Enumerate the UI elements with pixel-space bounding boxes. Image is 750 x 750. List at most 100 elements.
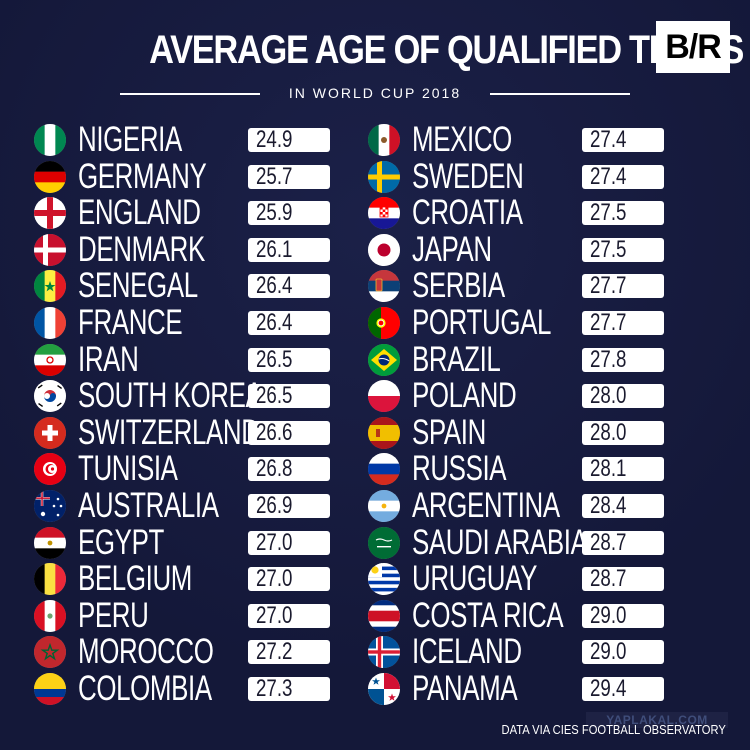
team-row: SWEDEN 27.4 xyxy=(368,157,698,194)
uruguay-flag-icon xyxy=(368,563,400,596)
age-value-box: 26.4 xyxy=(248,274,330,299)
age-value-box: 27.0 xyxy=(248,565,330,593)
age-value-box: 28.1 xyxy=(582,455,664,483)
age-value-box: 28.0 xyxy=(582,418,664,446)
age-value-box: 25.7 xyxy=(248,164,330,189)
team-row: TUNISIA 26.8 xyxy=(34,449,364,489)
team-name: PERU xyxy=(78,595,149,635)
average-age-value: 28.0 xyxy=(590,418,627,446)
iran-flag-icon xyxy=(34,343,66,376)
team-name: SENEGAL xyxy=(78,266,198,306)
average-age-value: 27.7 xyxy=(590,308,627,336)
age-value-box: 27.7 xyxy=(582,272,664,300)
tunisia-flag-icon xyxy=(34,453,66,486)
average-age-value: 28.7 xyxy=(590,528,627,556)
team-name: MOROCCO xyxy=(78,632,214,672)
age-value-box: 27.5 xyxy=(582,201,664,226)
age-value-box: 26.5 xyxy=(248,384,330,409)
team-column-left: NIGERIA 24.9 GERMANY 25.7 ENGLAND 25.9 DENMARK… xyxy=(34,120,364,706)
age-value-box: 27.2 xyxy=(248,640,330,665)
team-name: BRAZIL xyxy=(412,339,501,379)
egypt-flag-icon xyxy=(34,526,66,559)
age-value-box: 26.5 xyxy=(248,347,330,372)
team-row: PORTUGAL 27.7 xyxy=(368,303,698,340)
age-value-box: 26.4 xyxy=(248,308,330,336)
team-row: BRAZIL 27.8 xyxy=(368,340,698,377)
subtitle-rule-right xyxy=(490,93,630,95)
team-row: POLAND 28.0 xyxy=(368,376,698,414)
mexico-flag-icon xyxy=(368,124,400,156)
nigeria-flag-icon xyxy=(34,124,66,156)
team-row: SWITZERLAND 26.6 xyxy=(34,413,364,450)
age-value-box: 27.5 xyxy=(582,237,664,262)
age-value-box: 29.4 xyxy=(582,676,664,701)
age-value-box: 24.9 xyxy=(248,128,330,152)
team-row: BELGIUM 27.0 xyxy=(34,559,364,597)
team-row: GERMANY 25.7 xyxy=(34,157,364,194)
team-name: RUSSIA xyxy=(412,449,507,489)
page-subtitle: IN WORLD CUP 2018 xyxy=(288,85,462,101)
team-name: ICELAND xyxy=(412,632,522,672)
average-age-value: 27.0 xyxy=(256,528,293,556)
south-korea-flag-icon xyxy=(34,380,66,413)
team-row: RUSSIA 28.1 xyxy=(368,449,698,489)
subtitle-bar: IN WORLD CUP 2018 xyxy=(120,84,630,102)
team-name: PORTUGAL xyxy=(412,302,552,342)
switzerland-flag-icon xyxy=(34,416,66,449)
br-logo: B/R xyxy=(656,21,730,73)
team-name: SPAIN xyxy=(412,412,486,452)
age-value-box: 28.7 xyxy=(582,528,664,556)
colombia-flag-icon xyxy=(34,672,66,705)
team-name: FRANCE xyxy=(78,302,183,342)
age-value-box: 26.1 xyxy=(248,235,330,263)
sweden-flag-icon xyxy=(368,160,400,193)
team-row: SERBIA 27.7 xyxy=(368,266,698,306)
iceland-flag-icon xyxy=(368,636,400,669)
team-name: SERBIA xyxy=(412,266,505,306)
team-row: SENEGAL 26.4 xyxy=(34,266,364,306)
germany-flag-icon xyxy=(34,160,66,193)
france-flag-icon xyxy=(34,306,66,339)
age-value-box: 28.7 xyxy=(582,567,664,592)
team-row: URUGUAY 28.7 xyxy=(368,559,698,599)
team-row: DENMARK 26.1 xyxy=(34,230,364,267)
average-age-value: 27.0 xyxy=(256,565,293,593)
age-value-box: 26.6 xyxy=(248,420,330,445)
age-value-box: 27.4 xyxy=(582,162,664,190)
team-row: MEXICO 27.4 xyxy=(368,120,698,158)
team-row: SPAIN 28.0 xyxy=(368,413,698,450)
team-column-right: MEXICO 27.4 SWEDEN 27.4 CROATIA 27.5 JAPAN 27.5… xyxy=(368,120,698,706)
average-age-value: 26.1 xyxy=(256,235,293,263)
croatia-flag-icon xyxy=(368,197,400,230)
average-age-value: 27.7 xyxy=(590,272,627,300)
team-row: SOUTH KOREA 26.5 xyxy=(34,376,364,414)
poland-flag-icon xyxy=(368,380,400,413)
peru-flag-icon xyxy=(34,599,66,632)
team-row: IRAN 26.5 xyxy=(34,340,364,377)
team-row: AUSTRALIA 26.9 xyxy=(34,486,364,523)
team-name: SWITZERLAND xyxy=(78,412,260,452)
watermark: YAPLAKAL.COM xyxy=(586,712,728,728)
panama-flag-icon xyxy=(368,672,400,705)
average-age-value: 27.3 xyxy=(256,674,293,702)
team-name: TUNISIA xyxy=(78,449,178,489)
argentina-flag-icon xyxy=(368,489,400,522)
team-row: JAPAN 27.5 xyxy=(368,230,698,267)
age-value-box: 29.0 xyxy=(582,640,664,665)
average-age-value: 27.4 xyxy=(590,162,627,190)
denmark-flag-icon xyxy=(34,233,66,266)
average-age-value: 28.1 xyxy=(590,455,627,483)
age-value-box: 27.3 xyxy=(248,674,330,702)
team-row: COLOMBIA 27.3 xyxy=(34,669,364,706)
team-name: ENGLAND xyxy=(78,193,201,233)
average-age-value: 26.4 xyxy=(256,308,293,336)
average-age-value: 27.0 xyxy=(256,601,293,629)
team-name: URUGUAY xyxy=(412,559,538,599)
subtitle-rule-left xyxy=(120,93,260,95)
team-name: JAPAN xyxy=(412,229,492,269)
senegal-flag-icon xyxy=(34,270,66,303)
average-age-value: 25.9 xyxy=(256,199,293,227)
serbia-flag-icon xyxy=(368,270,400,303)
team-row: CROATIA 27.5 xyxy=(368,193,698,231)
